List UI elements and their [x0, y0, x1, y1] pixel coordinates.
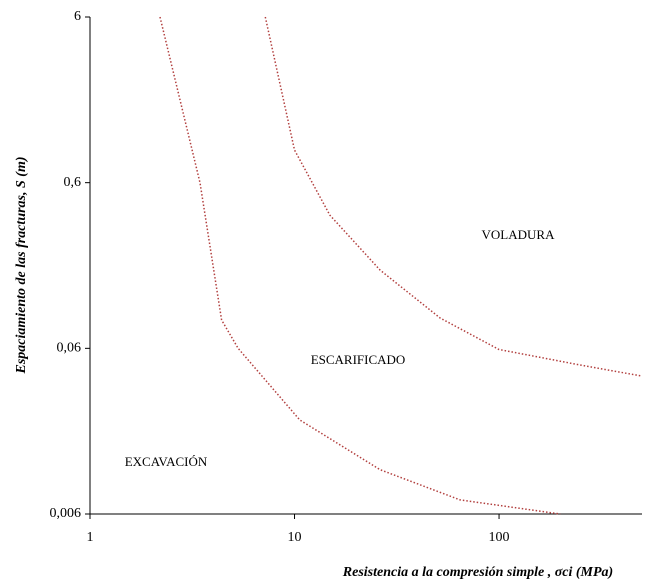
- annotation: VOLADURA: [482, 227, 556, 242]
- y-tick-label: 0,6: [64, 175, 82, 190]
- x-tick-label: 1: [87, 530, 94, 545]
- curve: [264, 16, 643, 377]
- y-tick-label: 6: [74, 9, 81, 24]
- annotation: EXCAVACIÓN: [125, 454, 208, 469]
- y-tick-label: 0,006: [50, 506, 82, 521]
- y-tick-label: 0,06: [57, 341, 82, 356]
- x-tick-label: 100: [489, 530, 510, 545]
- x-axis-label: Resistencia a la compresión simple , σci…: [342, 565, 613, 580]
- annotation: ESCARIFICADO: [311, 352, 406, 367]
- curve: [159, 16, 561, 515]
- x-tick-label: 10: [288, 530, 302, 545]
- y-axis-label: Espaciamiento de las fracturas, S (m): [14, 156, 29, 374]
